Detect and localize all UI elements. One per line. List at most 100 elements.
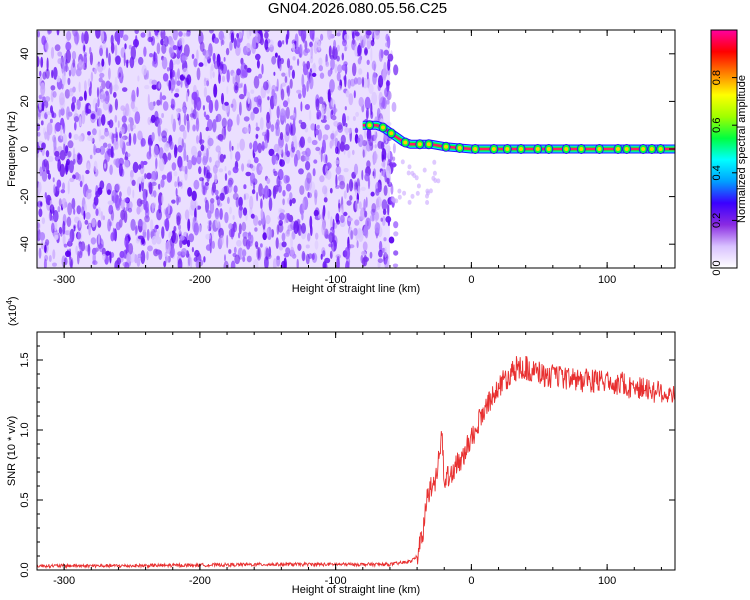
noise-blob — [363, 198, 366, 213]
noise-blob — [238, 93, 245, 100]
noise-blob — [156, 99, 161, 106]
noise-blob — [263, 30, 270, 33]
noise-blob — [228, 249, 232, 254]
noise-blob — [122, 136, 125, 143]
noise-blob — [157, 229, 161, 235]
noise-blob — [173, 144, 178, 158]
noise-blob — [113, 158, 119, 166]
noise-blob — [99, 47, 103, 57]
noise-blob — [73, 225, 76, 232]
noise-blob — [169, 59, 174, 73]
noise-blob — [147, 116, 151, 126]
noise-blob — [305, 244, 310, 249]
noise-blob — [301, 250, 306, 262]
noise-blob — [183, 148, 187, 162]
noise-blob — [105, 47, 109, 59]
noise-blob — [347, 79, 351, 89]
noise-blob — [227, 170, 232, 176]
noise-blob — [75, 245, 78, 255]
noise-blob — [360, 254, 364, 264]
noise-blob — [220, 61, 224, 71]
noise-blob — [228, 117, 232, 129]
noise-blob — [221, 117, 227, 129]
noise-blob — [290, 246, 295, 257]
noise-blob — [325, 154, 328, 164]
noise-blob — [283, 174, 289, 184]
noise-blob — [315, 146, 321, 152]
noise-blob — [64, 257, 68, 266]
y-multiplier-close: ) — [7, 296, 19, 300]
noise-blob — [285, 183, 292, 192]
noise-blob — [243, 184, 247, 190]
noise-blob — [177, 39, 182, 47]
noise-blob — [173, 171, 178, 177]
noise-blob — [37, 221, 41, 231]
noise-blob — [109, 82, 113, 95]
noise-blob — [335, 130, 338, 136]
noise-blob — [240, 82, 243, 88]
noise-blob — [37, 56, 40, 68]
noise-blob — [38, 94, 43, 100]
noise-blob — [318, 96, 324, 105]
noise-blob — [348, 178, 354, 192]
noise-blob — [163, 142, 170, 152]
noise-blob — [172, 45, 178, 51]
noise-blob — [382, 215, 386, 227]
noise-blob — [415, 190, 420, 196]
noise-blob — [196, 49, 199, 61]
noise-blob — [52, 249, 56, 260]
noise-blob — [39, 166, 43, 177]
noise-blob — [370, 47, 373, 62]
noise-blob — [131, 89, 136, 103]
noise-blob — [253, 156, 259, 164]
noise-blob — [44, 131, 48, 140]
noise-blob — [233, 81, 239, 94]
noise-blob — [382, 208, 387, 215]
noise-blob — [348, 93, 354, 106]
noise-blob — [361, 169, 364, 181]
noise-blob — [335, 174, 338, 188]
noise-blob — [47, 173, 52, 180]
noise-blob — [360, 35, 364, 47]
noise-blob — [60, 107, 65, 116]
noise-blob — [392, 143, 396, 154]
noise-blob — [314, 240, 319, 250]
noise-blob — [85, 212, 91, 220]
noise-blob — [78, 135, 83, 142]
noise-blob — [71, 96, 77, 104]
noise-blob — [224, 104, 230, 113]
noise-blob — [198, 62, 204, 67]
noise-blob — [279, 60, 282, 72]
noise-blob — [158, 183, 161, 190]
trace-blob-core — [403, 140, 408, 145]
noise-blob — [212, 119, 217, 133]
noise-blob — [385, 216, 392, 223]
noise-blob — [223, 260, 229, 268]
noise-blob — [195, 117, 200, 132]
noise-blob — [268, 148, 275, 157]
noise-blob — [83, 90, 87, 101]
noise-blob — [127, 207, 133, 213]
noise-blob — [218, 168, 224, 173]
x-axis-label: Height of straight line (km) — [292, 584, 420, 596]
noise-blob — [289, 198, 293, 207]
noise-blob — [66, 30, 72, 41]
noise-blob — [137, 130, 143, 141]
trace-blob-core — [367, 123, 372, 128]
noise-blob — [345, 90, 350, 98]
noise-blob — [167, 255, 171, 263]
noise-blob — [357, 185, 361, 195]
noise-blob — [213, 37, 219, 44]
noise-blob — [181, 248, 187, 256]
noise-blob — [126, 186, 132, 196]
noise-blob — [212, 164, 218, 174]
noise-blob — [200, 144, 205, 152]
noise-blob — [343, 144, 350, 151]
noise-blob — [77, 152, 81, 160]
noise-blob — [74, 121, 77, 131]
noise-blob — [213, 83, 218, 98]
noise-blob — [214, 189, 219, 196]
noise-blob — [128, 201, 133, 210]
noise-blob — [366, 59, 370, 65]
noise-blob — [334, 63, 338, 74]
